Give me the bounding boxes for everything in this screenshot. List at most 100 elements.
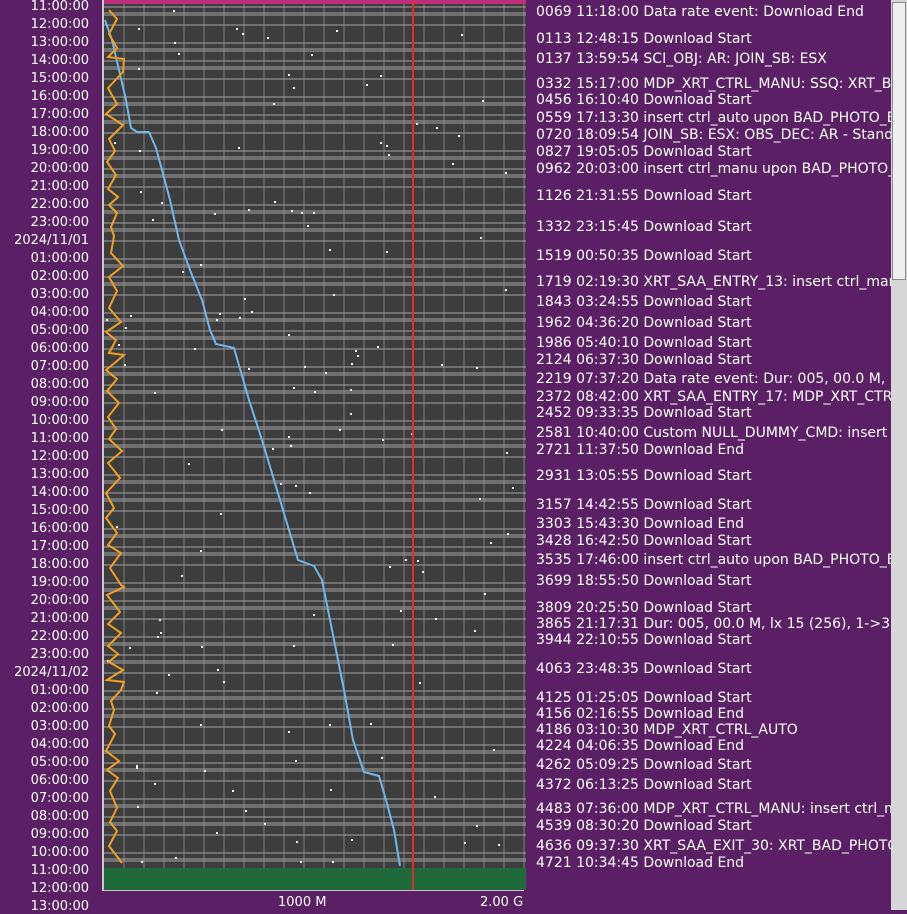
event-item[interactable]: 4721 10:34:45 Download End [536, 855, 745, 871]
data-point [505, 289, 507, 291]
data-point [479, 498, 481, 500]
event-item[interactable]: 3865 21:17:31 Dur: 005, 00.0 M, lx 15 (2… [536, 616, 891, 632]
data-point [175, 857, 177, 859]
time-axis-label: 14:00:00 [30, 53, 89, 68]
data-point [490, 542, 492, 544]
event-item[interactable]: 4125 01:25:05 Download Start [536, 690, 752, 706]
data-point [178, 53, 180, 55]
timeline-plot-canvas [104, 0, 526, 890]
event-list-scrollbar[interactable] [891, 0, 907, 910]
x-tick-label-2g: 2.00 G [480, 895, 524, 910]
event-item[interactable]: 3535 17:46:00 insert ctrl_auto upon BAD_… [536, 552, 891, 568]
event-item[interactable]: 4372 06:13:25 Download Start [536, 777, 752, 793]
data-point [351, 363, 353, 365]
time-axis-label: 01:00:00 [30, 251, 89, 266]
data-band [104, 804, 526, 808]
data-band [104, 606, 526, 610]
event-item[interactable]: 4156 02:16:55 Download End [536, 706, 745, 722]
data-point [505, 172, 507, 174]
event-item[interactable]: 0962 20:03:00 insert ctrl_manu upon BAD_… [536, 161, 891, 177]
event-item[interactable]: 1126 21:31:55 Download Start [536, 188, 752, 204]
event-item[interactable]: 2372 08:42:00 XRT_SAA_ENTRY_17: MDP_XRT_… [536, 389, 891, 405]
data-band [104, 336, 526, 340]
data-point [458, 135, 460, 137]
event-item[interactable]: 4483 07:36:00 MDP_XRT_CTRL_MANU: insert … [536, 801, 891, 817]
event-item[interactable]: 2931 13:05:55 Download Start [536, 468, 752, 484]
event-item[interactable]: 0069 11:18:00 Data rate event: Download … [536, 4, 864, 20]
event-item[interactable]: 4636 09:37:30 XRT_SAA_EXIT_30: XRT_BAD_P… [536, 838, 891, 854]
event-item[interactable]: 2721 11:37:50 Download End [536, 442, 745, 458]
event-item[interactable]: 4063 23:48:35 Download Start [536, 661, 752, 677]
data-band [104, 120, 526, 124]
event-item[interactable]: 3157 14:42:55 Download Start [536, 497, 752, 513]
data-band [104, 642, 526, 646]
event-item[interactable]: 1962 04:36:20 Download Start [536, 315, 752, 331]
cumulative-volume-line [104, 19, 401, 867]
data-point [288, 731, 290, 733]
event-item[interactable]: 4186 03:10:30 MDP_XRT_CTRL_AUTO [536, 722, 798, 738]
scrollbar-thumb[interactable] [892, 2, 906, 280]
event-item[interactable]: 0113 12:48:15 Download Start [536, 31, 752, 47]
data-point [304, 366, 306, 368]
event-item[interactable]: 4224 04:06:35 Download End [536, 738, 745, 754]
event-item[interactable]: 1843 03:24:55 Download Start [536, 294, 752, 310]
timeline-plot[interactable] [102, 0, 526, 890]
data-point [239, 317, 241, 319]
data-point [480, 237, 482, 239]
event-item[interactable]: 3699 18:55:50 Download Start [536, 573, 752, 589]
data-point [400, 610, 402, 612]
time-axis-label: 04:00:00 [30, 305, 89, 320]
event-item[interactable]: 3809 20:25:50 Download Start [536, 600, 752, 616]
data-band [104, 660, 526, 664]
data-point [182, 271, 184, 273]
event-item[interactable]: 0559 17:13:30 insert ctrl_auto upon BAD_… [536, 110, 891, 126]
event-item[interactable]: 2219 07:37:20 Data rate event: Dur: 005,… [536, 371, 891, 387]
event-item[interactable]: 1519 00:50:35 Download Start [536, 248, 752, 264]
data-point [232, 790, 234, 792]
event-list[interactable]: 0069 11:18:00 Data rate event: Download … [524, 0, 891, 910]
data-point [116, 526, 118, 528]
data-point [386, 251, 388, 253]
data-point [216, 832, 218, 834]
time-axis-label: 03:00:00 [30, 287, 89, 302]
event-item[interactable]: 0720 18:09:54 JOIN_SB: ESX: OBS_DEC: AR … [536, 127, 891, 143]
event-item[interactable]: 3944 22:10:55 Download Start [536, 632, 752, 648]
data-point [114, 142, 116, 144]
time-axis-label: 23:00:00 [30, 215, 89, 230]
event-item[interactable]: 3428 16:42:50 Download Start [536, 533, 752, 549]
event-item[interactable]: 1332 23:15:45 Download Start [536, 219, 752, 235]
data-band [104, 696, 526, 700]
time-axis-label: 22:00:00 [30, 197, 89, 212]
event-item[interactable]: 3303 15:43:30 Download End [536, 516, 745, 532]
data-band [104, 66, 526, 70]
event-item[interactable]: 4539 08:30:20 Download Start [536, 818, 752, 834]
event-item[interactable]: 0137 13:59:54 SCI_OBJ: AR: JOIN_SB: ESX [536, 51, 827, 67]
data-point [194, 348, 196, 350]
event-item[interactable]: 0827 19:05:05 Download Start [536, 144, 752, 160]
time-axis-label: 11:00:00 [30, 431, 89, 446]
data-point [357, 355, 359, 357]
event-item[interactable]: 2581 10:40:00 Custom NULL_DUMMY_CMD: ins… [536, 425, 891, 441]
data-band [104, 174, 526, 178]
event-item[interactable]: 2452 09:33:35 Download Start [536, 405, 752, 421]
data-band [104, 264, 526, 268]
data-point [389, 566, 391, 568]
event-item[interactable]: 0456 16:10:40 Download Start [536, 92, 752, 108]
data-point [138, 28, 140, 30]
data-band [104, 12, 526, 16]
time-axis-label: 17:00:00 [30, 539, 89, 554]
time-axis-label: 2024/11/01 [14, 233, 89, 248]
data-point [288, 334, 290, 336]
event-item[interactable]: 4262 05:09:25 Download Start [536, 757, 752, 773]
time-axis-label: 12:00:00 [30, 17, 89, 32]
event-item[interactable]: 0332 15:17:00 MDP_XRT_CTRL_MANU: SSQ: XR… [536, 76, 891, 92]
data-point [291, 210, 293, 212]
time-axis-label: 20:00:00 [30, 593, 89, 608]
event-item[interactable]: 1719 02:19:30 XRT_SAA_ENTRY_13: insert c… [536, 274, 891, 290]
time-axis-label: 16:00:00 [30, 521, 89, 536]
bottom-band [104, 868, 526, 890]
event-item[interactable]: 2124 06:37:30 Download Start [536, 352, 752, 368]
event-item[interactable]: 1986 05:40:10 Download Start [536, 335, 752, 351]
data-band [104, 480, 526, 484]
data-band [104, 156, 526, 160]
